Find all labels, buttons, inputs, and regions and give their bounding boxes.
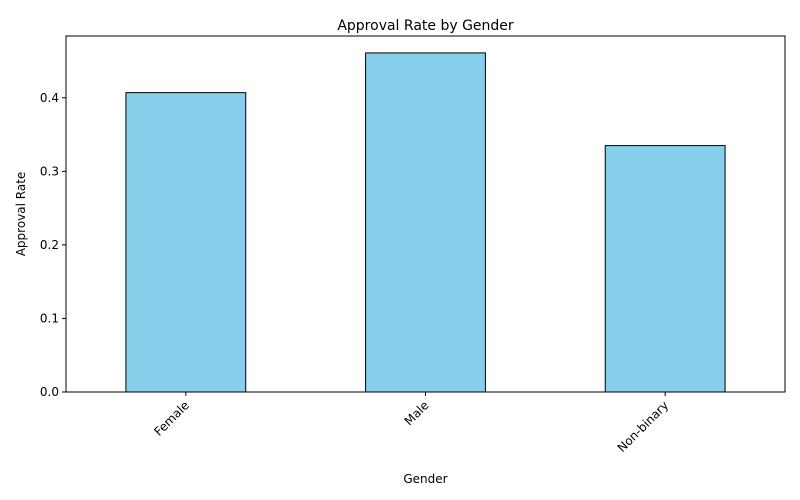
y-tick-label: 0.0 <box>40 385 59 399</box>
y-tick-label: 0.3 <box>40 164 59 178</box>
bars <box>125 52 726 393</box>
y-tick-label: 0.1 <box>40 311 59 325</box>
y-axis-ticks: 0.0 0.1 0.2 0.3 0.4 <box>40 91 66 399</box>
plot-frame <box>65 35 786 393</box>
x-axis-title: Gender <box>403 472 447 486</box>
bar-male <box>365 52 486 393</box>
bar-female <box>125 92 247 393</box>
bar-non-binary <box>604 145 726 393</box>
y-axis-title: Approval Rate <box>14 172 28 257</box>
y-tick-label: 0.2 <box>40 238 59 252</box>
chart-title: Approval Rate by Gender <box>337 18 514 34</box>
y-tick-label: 0.4 <box>40 91 59 105</box>
